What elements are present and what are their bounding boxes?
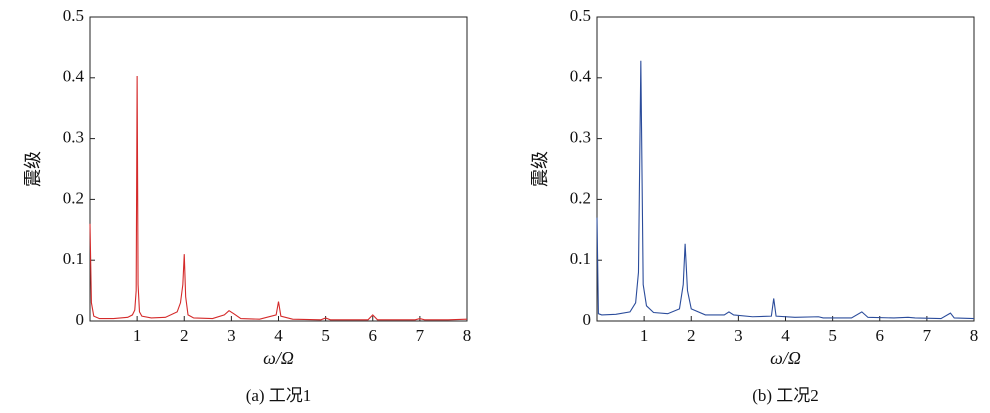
x-tick-label: 5 (828, 326, 837, 345)
x-axis-label: ω/Ω (263, 348, 294, 368)
y-tick-label: 0.3 (63, 128, 84, 147)
spectrum-line (596, 60, 975, 320)
x-tick-label: 6 (876, 326, 885, 345)
x-tick-label: 4 (781, 326, 790, 345)
caption: (b) 工况2 (752, 386, 819, 405)
y-tick-label: 0 (583, 310, 592, 329)
y-tick-label: 0.1 (570, 249, 591, 268)
y-tick-label: 0.1 (63, 249, 84, 268)
x-axis-label: ω/Ω (770, 348, 801, 368)
x-tick-label: 8 (463, 326, 472, 345)
x-tick-label: 8 (970, 326, 979, 345)
y-tick-label: 0.2 (570, 188, 591, 207)
plot-frame (89, 16, 468, 322)
x-tick-label: 7 (416, 326, 425, 345)
y-tick-label: 0 (76, 310, 85, 329)
spectrum-line (89, 75, 468, 321)
x-tick-label: 1 (640, 326, 649, 345)
x-tick-label: 2 (180, 326, 189, 345)
y-axis-label: 震级 (23, 151, 43, 187)
y-tick-label: 0.2 (63, 188, 84, 207)
y-tick-label: 0.4 (63, 67, 85, 86)
x-tick-label: 3 (734, 326, 743, 345)
x-tick-label: 5 (321, 326, 330, 345)
y-axis-label: 震级 (530, 151, 550, 187)
x-tick-label: 2 (687, 326, 696, 345)
x-tick-label: 4 (274, 326, 283, 345)
y-tick-label: 0.3 (570, 128, 591, 147)
x-tick-label: 3 (227, 326, 236, 345)
caption: (a) 工况1 (246, 386, 312, 405)
y-tick-label: 0.5 (570, 6, 591, 25)
x-tick-label: 1 (133, 326, 142, 345)
y-tick-label: 0.4 (570, 67, 592, 86)
y-tick-label: 0.5 (63, 6, 84, 25)
plot-frame (596, 16, 975, 322)
x-tick-label: 6 (369, 326, 378, 345)
x-tick-label: 7 (923, 326, 932, 345)
